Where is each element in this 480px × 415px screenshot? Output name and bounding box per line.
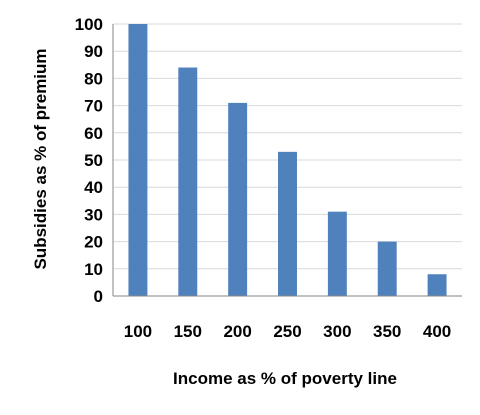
- y-tick-label: 30: [84, 205, 103, 224]
- bar-350: [377, 241, 397, 296]
- bar-400: [427, 274, 447, 296]
- y-tick-label: 60: [84, 124, 103, 143]
- y-tick-label: 20: [84, 233, 103, 252]
- y-tick-label: 80: [84, 69, 103, 88]
- bar-250: [278, 151, 297, 296]
- bar-300: [327, 211, 347, 296]
- x-axis-title: Income as % of poverty line: [173, 369, 397, 388]
- y-tick-label: 40: [84, 178, 103, 197]
- bar-200: [228, 102, 248, 296]
- y-tick-label: 10: [84, 260, 103, 279]
- y-tick-labels: 0 10 20 30 40 50 60 70 80 90 100: [75, 15, 103, 306]
- y-tick-label: 100: [75, 15, 103, 34]
- x-tick-label: 400: [423, 322, 451, 341]
- axes: [112, 24, 462, 297]
- x-tick-label: 250: [273, 322, 301, 341]
- x-tick-label: 200: [223, 322, 251, 341]
- x-tick-label: 100: [124, 322, 152, 341]
- x-tick-label: 350: [373, 322, 401, 341]
- y-axis-title: Subsidies as % of premium: [31, 48, 50, 269]
- y-tick-label: 90: [84, 42, 103, 61]
- bar-100: [128, 24, 148, 296]
- y-tick-label: 70: [84, 97, 103, 116]
- x-tick-labels: 100 150 200 250 300 350 400: [124, 322, 452, 341]
- y-tick-label: 50: [84, 151, 103, 170]
- y-tick-label: 0: [94, 287, 103, 306]
- x-tick-label: 150: [174, 322, 202, 341]
- bars: [128, 24, 447, 297]
- bar-150: [178, 67, 198, 297]
- x-tick-label: 300: [323, 322, 351, 341]
